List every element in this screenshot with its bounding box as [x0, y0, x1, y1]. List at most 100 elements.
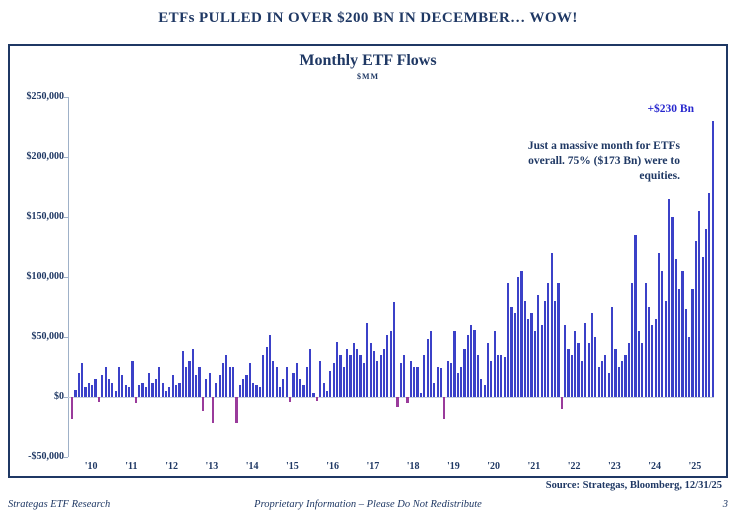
x-axis-year-label: '17	[366, 461, 380, 472]
bar-month	[101, 375, 104, 397]
bar-month	[268, 334, 272, 397]
bar-month	[634, 235, 637, 397]
bar-month	[346, 349, 349, 397]
bar-month	[503, 357, 506, 397]
bar-month	[208, 373, 211, 397]
bar-month	[621, 361, 624, 397]
bar-month	[590, 313, 594, 397]
bar-month	[681, 271, 684, 397]
x-axis-year-label: '21	[527, 461, 541, 472]
bar-month	[547, 283, 550, 397]
bar-month	[423, 355, 426, 397]
x-axis-year-label: '16	[326, 461, 339, 472]
bar-month	[577, 343, 580, 397]
bar-month	[248, 363, 251, 397]
x-axis-year-label: '25	[688, 461, 702, 472]
bar-month	[607, 373, 610, 397]
bar-month	[144, 387, 147, 397]
bar-month	[574, 331, 577, 397]
x-axis-year-label: '19	[446, 461, 460, 472]
bar-month	[668, 199, 671, 397]
bar-month	[231, 367, 235, 397]
bar-month	[174, 385, 178, 397]
bar-month	[631, 283, 634, 397]
bar-month	[386, 334, 389, 397]
bar-month	[507, 283, 510, 397]
bar-month	[309, 349, 312, 397]
y-axis-tick-mark	[63, 457, 68, 458]
bar-month	[225, 355, 228, 397]
bar-month	[215, 382, 218, 397]
bar-month	[436, 367, 439, 397]
footer-disclaimer: Proprietary Information – Please Do Not …	[254, 499, 482, 510]
y-axis-tick-label: $250,000	[26, 91, 65, 102]
bar-month	[158, 367, 161, 397]
bar-month	[285, 367, 288, 397]
y-axis-tick-label: $0	[54, 391, 64, 402]
y-axis-tick-mark	[63, 157, 68, 158]
bar-month	[661, 271, 664, 397]
bar-month	[141, 382, 144, 397]
bar-month	[530, 313, 533, 397]
bar-month	[466, 334, 469, 397]
bar-month	[134, 397, 137, 403]
bar-month	[513, 313, 516, 397]
bar-month	[131, 361, 134, 397]
bar-month	[117, 367, 121, 397]
bar-month	[299, 379, 302, 397]
chart-subtitle: $MM	[356, 72, 380, 81]
bar-month	[557, 283, 560, 397]
bar-month	[305, 367, 308, 397]
bar-month	[359, 355, 362, 397]
bar-month	[450, 363, 453, 397]
y-axis-tick-mark	[63, 97, 68, 98]
x-axis-year-label: '13	[205, 461, 219, 472]
bar-month	[91, 385, 94, 397]
bar-month	[335, 341, 339, 397]
x-axis-year-label: '23	[607, 461, 621, 472]
bar-month	[624, 355, 627, 397]
bar-month	[708, 193, 711, 397]
bar-month	[94, 379, 97, 397]
bar-month	[600, 361, 604, 397]
bar-month	[480, 379, 483, 397]
bar-month	[654, 319, 657, 397]
bar-month	[379, 355, 382, 397]
bar-month	[570, 355, 573, 397]
bar-month	[376, 361, 379, 397]
bar-month	[688, 337, 691, 397]
bar-month	[258, 387, 261, 397]
bar-month	[312, 393, 315, 397]
bar-month	[553, 301, 557, 397]
bar-month	[349, 355, 352, 397]
bar-month	[637, 331, 640, 397]
bar-month	[664, 301, 667, 397]
bar-month	[490, 361, 493, 397]
bar-month	[265, 346, 268, 397]
bar-month	[419, 393, 422, 397]
bar-month	[292, 373, 295, 397]
bar-month	[339, 355, 342, 397]
bar-month	[594, 337, 597, 397]
bar-month	[148, 373, 151, 397]
bar-month	[691, 289, 694, 397]
bar-month	[684, 309, 687, 397]
bar-month	[453, 331, 456, 397]
bar-month	[500, 355, 503, 397]
bar-month	[439, 368, 443, 397]
bar-month	[587, 343, 590, 397]
bar-month	[332, 363, 335, 397]
bar-month	[674, 259, 677, 397]
bar-month	[295, 363, 298, 397]
bar-month	[302, 385, 305, 397]
x-axis-year-label: '10	[84, 461, 98, 472]
bar-month	[550, 253, 553, 397]
y-axis-tick-label: $150,000	[26, 211, 65, 222]
bar-month	[627, 343, 630, 397]
bar-month	[245, 375, 248, 397]
bar-month	[527, 319, 530, 397]
bar-month	[678, 289, 681, 397]
bar-month	[71, 397, 74, 419]
plot-area: $250,000 $200,000 $150,000 $100,000 $50,000 $…	[10, 46, 728, 476]
bar-month	[201, 397, 204, 412]
